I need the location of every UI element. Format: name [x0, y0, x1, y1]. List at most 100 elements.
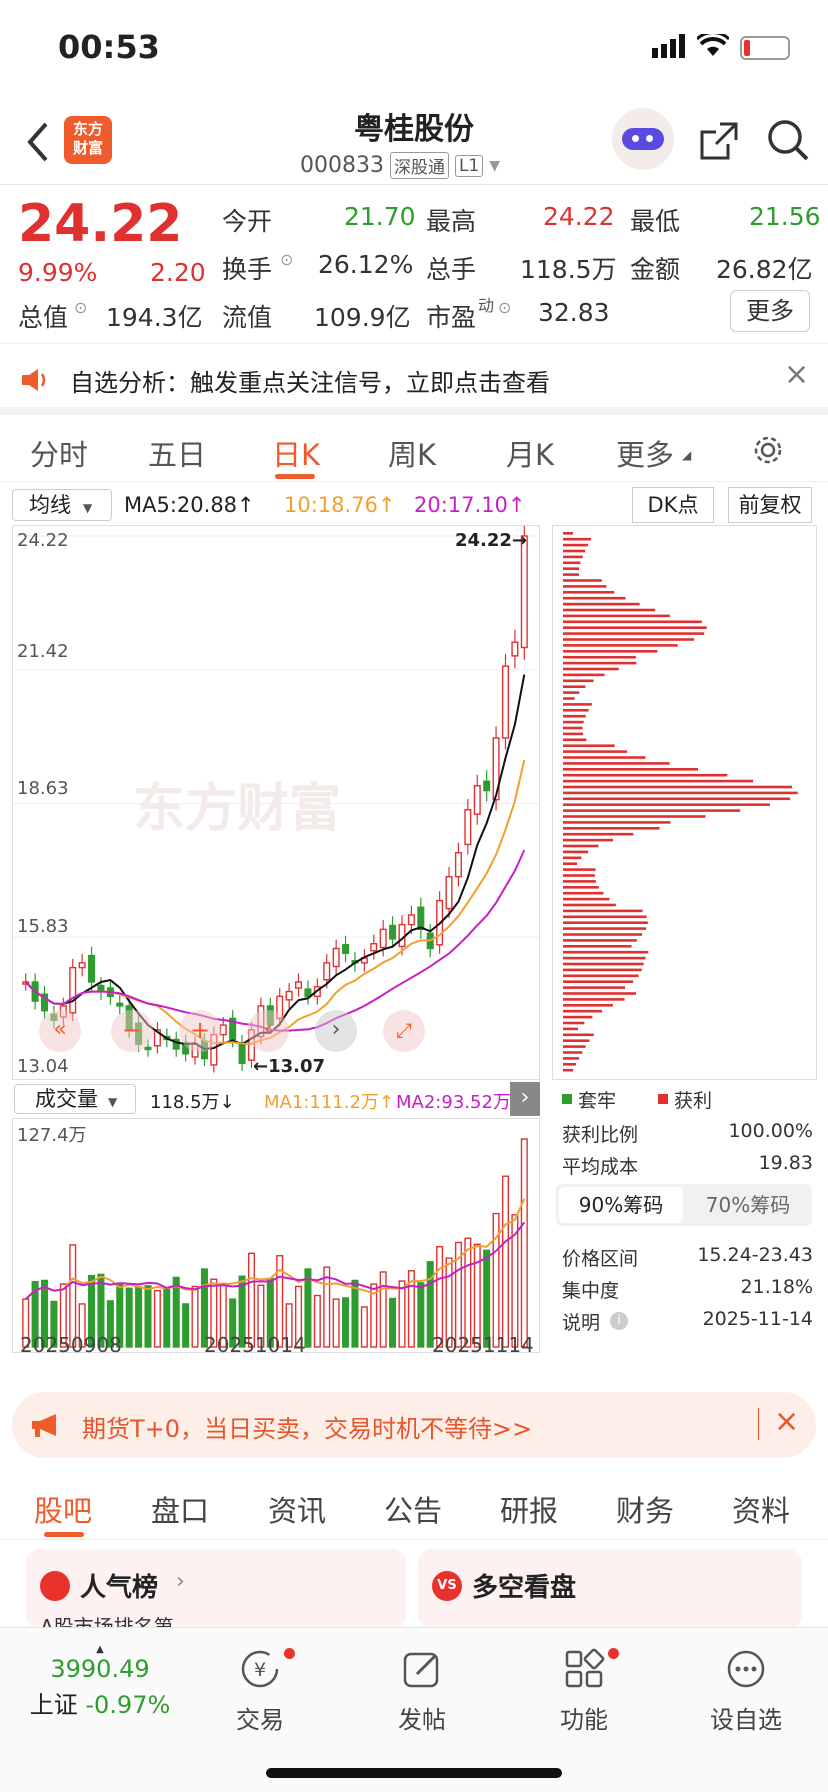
tab-weekly[interactable]: 周K: [388, 438, 437, 472]
share-icon[interactable]: [698, 120, 740, 162]
tab-monthly[interactable]: 月K: [506, 438, 555, 472]
tab-order-book[interactable]: 盘口: [151, 1494, 210, 1528]
chip-bar: [563, 1045, 586, 1048]
volume-bar: [426, 1261, 434, 1348]
volume-select[interactable]: 成交量 ▼: [14, 1084, 136, 1114]
dk-button[interactable]: DK点: [632, 487, 714, 523]
tab-more[interactable]: 更多: [616, 438, 675, 472]
price-chart[interactable]: 东方财富 24.22 21.42 18.63 15.83 13.04 24.22…: [12, 525, 541, 1080]
chip-bar: [563, 567, 580, 570]
promo-banner[interactable]: 期货T+0，当日买卖，交易时机不等待>> ×: [12, 1392, 816, 1458]
tab-chip-70[interactable]: 70%筹码: [705, 1193, 791, 1217]
scroll-left-icon[interactable]: «: [39, 1010, 81, 1052]
chip-bar: [563, 561, 581, 565]
volume-bar: [360, 1306, 368, 1348]
chip-bar: [563, 838, 614, 842]
chip-label: 说明: [562, 1312, 601, 1334]
volume-bar: [407, 1270, 415, 1348]
info-icon[interactable]: ⊙: [498, 298, 512, 317]
chip-bar: [563, 1063, 577, 1066]
indicator-select[interactable]: 均线 ▼: [12, 489, 112, 521]
bull-bear-card[interactable]: VS 多空看盘: [418, 1549, 802, 1629]
nav-post[interactable]: 发帖: [352, 1648, 492, 1735]
gear-icon[interactable]: [752, 434, 784, 466]
volume-bar: [69, 1244, 77, 1348]
info-icon[interactable]: ⊙: [74, 298, 88, 317]
tab-profile[interactable]: 资料: [732, 1494, 791, 1528]
close-icon[interactable]: ×: [774, 1404, 800, 1439]
chip-bar: [563, 862, 578, 865]
chip-value: 19.83: [758, 1152, 813, 1174]
chip-bar: [563, 968, 642, 972]
notice-bar[interactable]: 自选分析：触发重点关注信号，立即点击查看 ×: [0, 345, 828, 415]
tab-chip-90[interactable]: 90%筹码: [559, 1187, 683, 1223]
back-icon[interactable]: [24, 120, 52, 164]
candle-body: [153, 1029, 161, 1047]
nav-trade[interactable]: ¥ 交易: [190, 1648, 330, 1735]
prev-icon[interactable]: ‹: [247, 1010, 289, 1052]
volume-bar: [200, 1268, 208, 1348]
chip-distribution[interactable]: [552, 525, 817, 1080]
chip-bar: [563, 1021, 585, 1025]
date-label: 20250908: [20, 1333, 122, 1357]
nav-add-watchlist[interactable]: 设自选: [676, 1648, 816, 1735]
volume-bar: [88, 1274, 96, 1348]
tab-announcements[interactable]: 公告: [384, 1494, 443, 1528]
close-icon[interactable]: ×: [784, 357, 810, 392]
volume-chart[interactable]: 127.4万: [12, 1118, 540, 1353]
change-percent: 9.99%: [18, 258, 98, 287]
tab-five-day[interactable]: 五日: [148, 438, 207, 472]
chip-bar: [563, 950, 649, 954]
yuan-icon: ¥: [241, 1650, 279, 1688]
zoom-in-icon[interactable]: +: [179, 1010, 221, 1052]
divider: [758, 1408, 759, 1440]
info-icon[interactable]: ⊙: [280, 250, 294, 269]
pe-superscript: 动: [478, 296, 495, 315]
info-icon[interactable]: i: [610, 1312, 628, 1330]
candle-body: [464, 809, 472, 846]
chevron-down-icon[interactable]: ▼: [489, 157, 501, 174]
chip-bar: [563, 585, 607, 588]
legend-trapped: 套牢: [578, 1090, 617, 1112]
adjust-button[interactable]: 前复权: [728, 487, 812, 523]
chip-bar: [563, 1015, 593, 1019]
chip-bar: [563, 827, 660, 830]
candle-body: [219, 1024, 227, 1036]
chip-bar: [563, 844, 599, 848]
volume-bar: [31, 1280, 39, 1348]
chevron-right-icon[interactable]: ›: [510, 1082, 540, 1116]
chip-bar: [563, 939, 637, 942]
volume-max-label: 127.4万: [17, 1125, 87, 1146]
chip-bar: [563, 897, 610, 901]
nav-functions[interactable]: 功能: [514, 1648, 654, 1735]
tab-forum[interactable]: 股吧: [34, 1494, 93, 1528]
tab-minute[interactable]: 分时: [30, 438, 89, 472]
chip-bar: [563, 655, 636, 659]
next-icon[interactable]: ›: [315, 1010, 357, 1052]
chip-bar: [563, 532, 574, 535]
candle-body: [389, 924, 397, 940]
expand-icon[interactable]: ⤢: [383, 1010, 425, 1052]
more-button[interactable]: 更多: [730, 290, 810, 332]
tab-daily[interactable]: 日K: [272, 438, 321, 472]
robot-avatar[interactable]: [612, 108, 674, 170]
tab-news[interactable]: 资讯: [268, 1494, 327, 1528]
chip-bar: [563, 620, 702, 624]
chip-bar: [563, 555, 583, 559]
caret-up-icon: ▲: [96, 1644, 104, 1655]
zoom-out-icon[interactable]: −: [111, 1010, 153, 1052]
tab-research[interactable]: 研报: [500, 1494, 559, 1528]
popularity-card[interactable]: 人气榜 › A股市场排名第: [26, 1549, 406, 1639]
volume-bar: [125, 1287, 133, 1348]
search-icon[interactable]: [766, 118, 810, 162]
chip-bar: [563, 650, 658, 653]
chip-bar: [563, 744, 615, 747]
date-label: 20251114: [432, 1333, 534, 1357]
clock: 00:53: [58, 28, 160, 66]
volume-bar: [379, 1271, 387, 1348]
tab-finance[interactable]: 财务: [616, 1494, 675, 1528]
index-ticker[interactable]: ▲ 3990.49 上证 -0.97%: [20, 1644, 180, 1720]
vol-ma2: MA2:93.52万↑: [396, 1092, 512, 1113]
feature-cards: 人气榜 › A股市场排名第 VS 多空看盘: [0, 1541, 828, 1639]
legend-swatch-profit: [658, 1094, 668, 1104]
